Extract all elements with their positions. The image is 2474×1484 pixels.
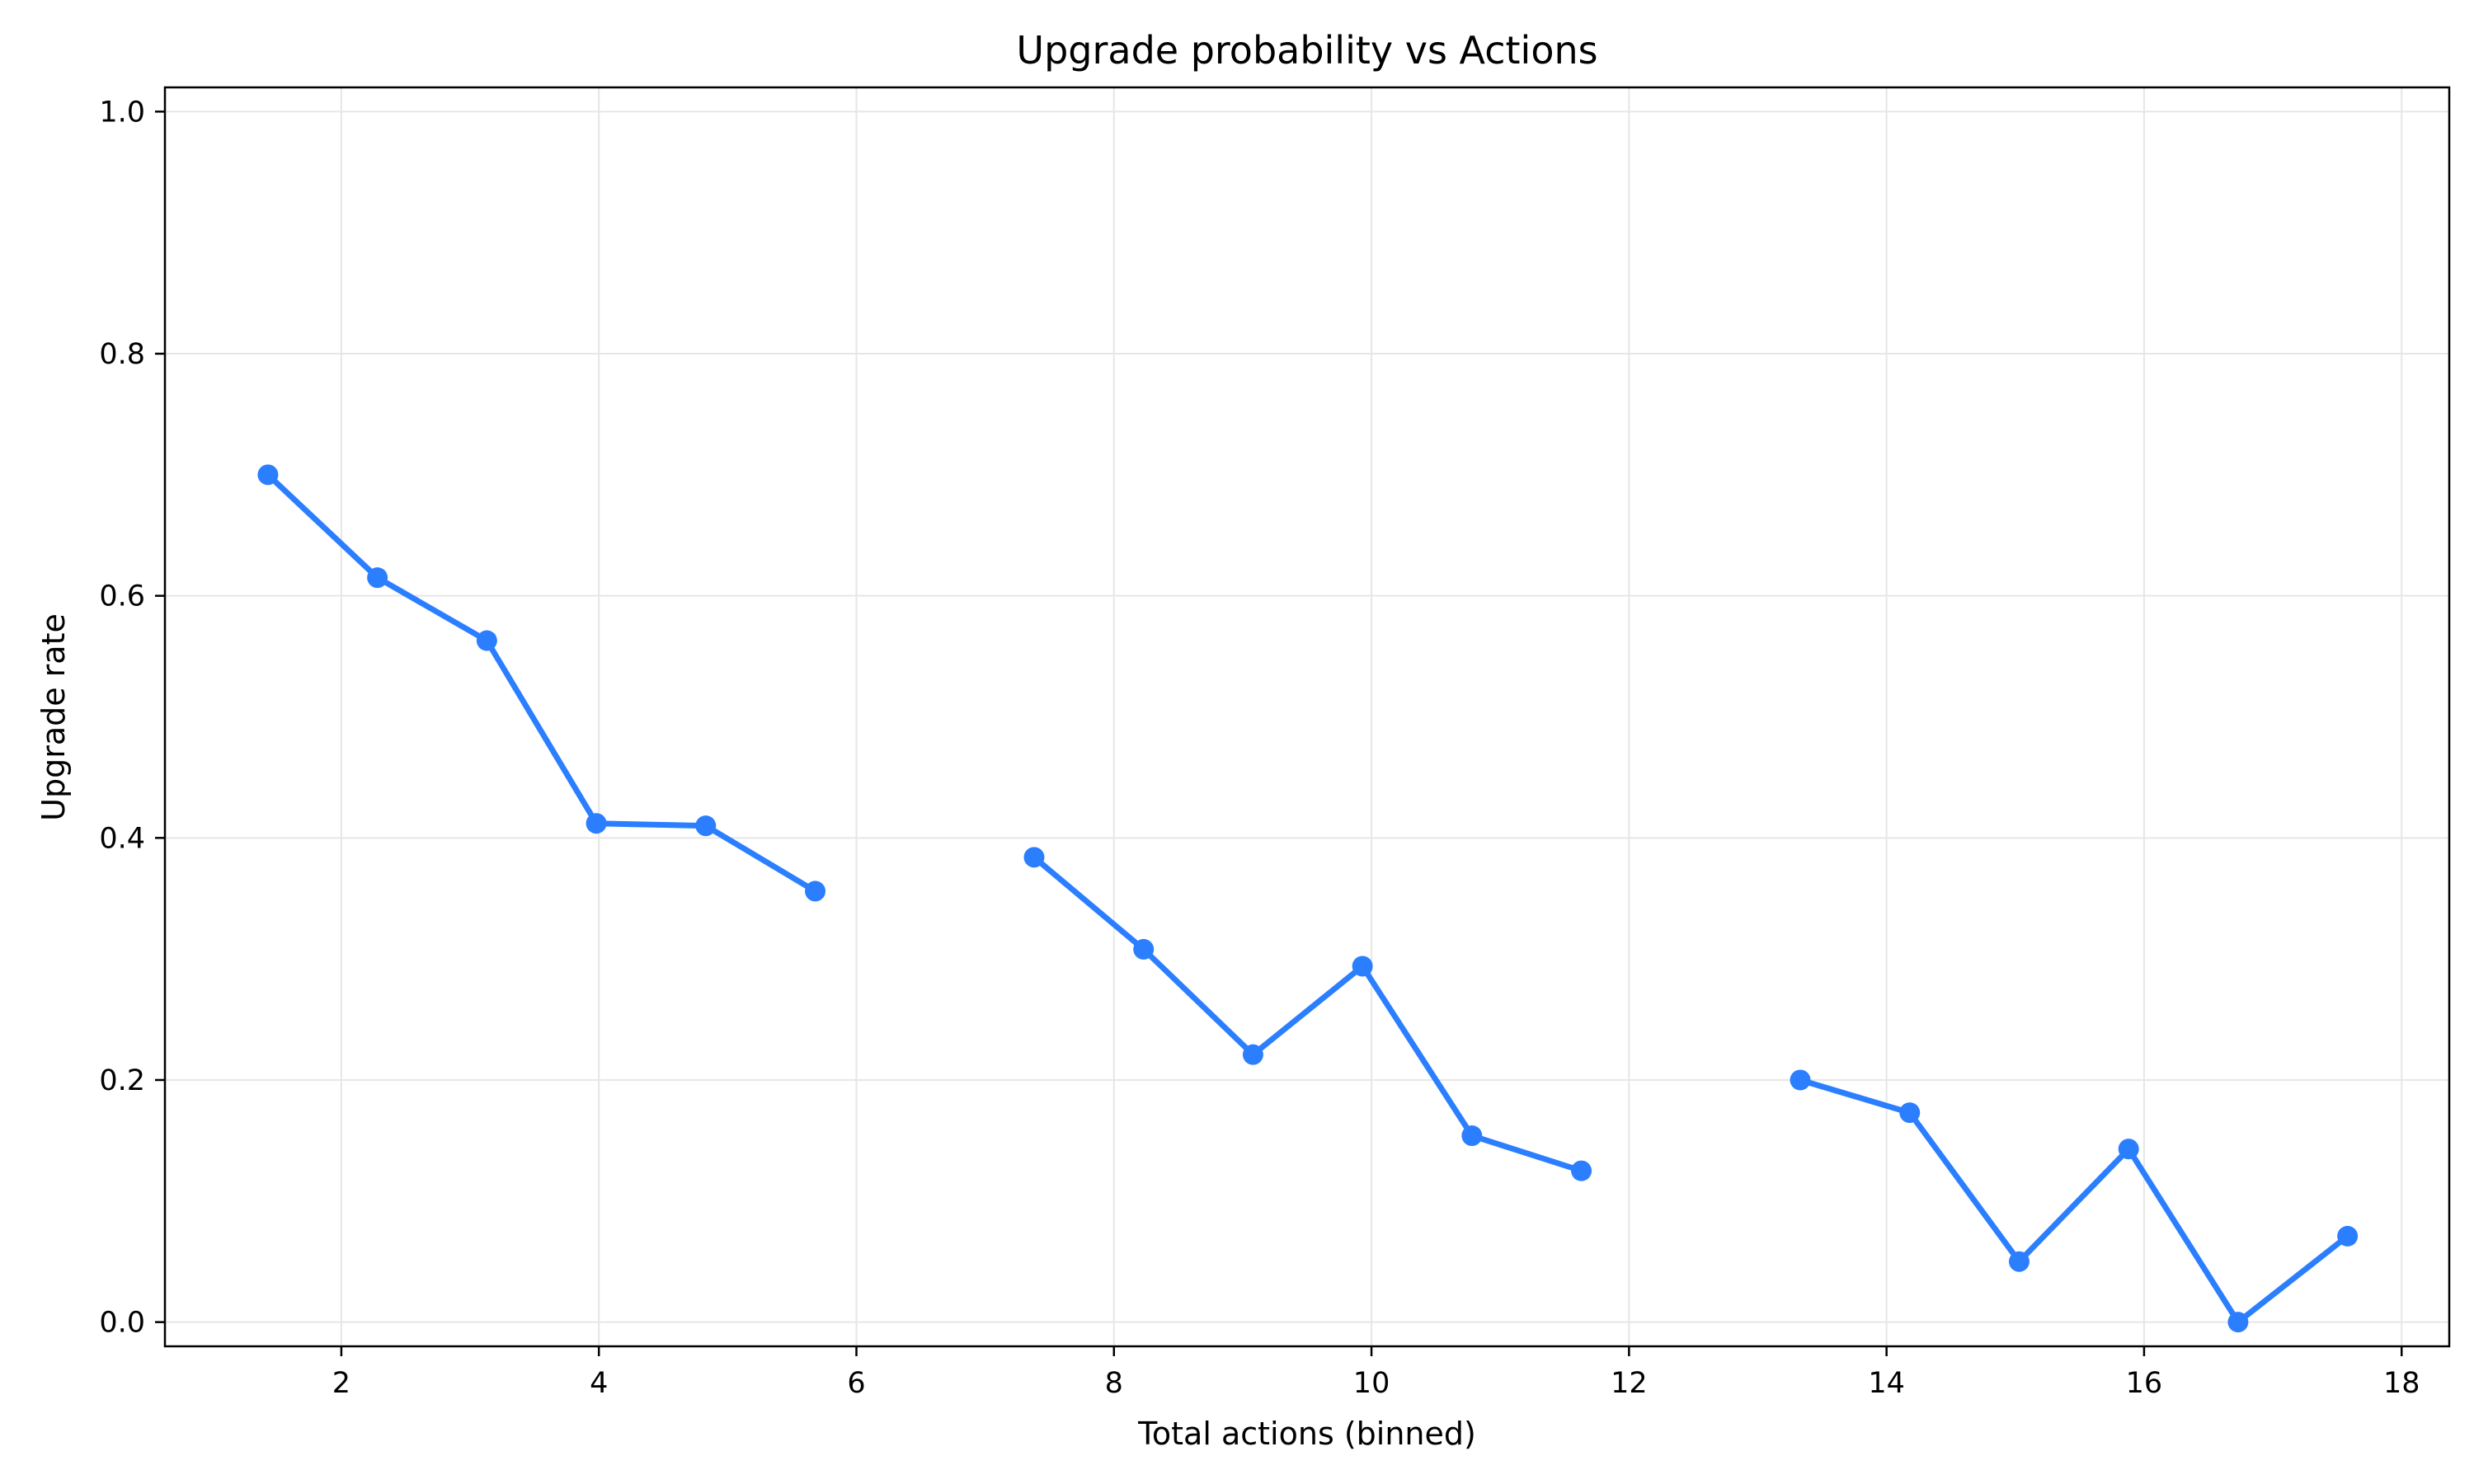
- y-tick-label: 0.0: [99, 1307, 145, 1340]
- plot-area-frame: [163, 86, 2451, 1348]
- x-tick-label: 18: [2383, 1367, 2420, 1400]
- x-tick-label: 6: [847, 1367, 865, 1400]
- y-tick-label: 1.0: [99, 96, 145, 129]
- series-line-segment: [1797, 1077, 2351, 1326]
- data-point: [1899, 1102, 1921, 1124]
- series-line-segment: [265, 472, 819, 895]
- y-tick-label: 0.8: [99, 338, 145, 371]
- data-point: [2337, 1225, 2359, 1247]
- series-line-segment: [1031, 854, 1585, 1174]
- y-axis-label: Upgrade rate: [35, 613, 72, 821]
- x-tick-label: 4: [590, 1367, 608, 1400]
- data-point: [476, 630, 497, 651]
- data-point: [1461, 1125, 1483, 1147]
- data-point: [586, 813, 607, 834]
- x-tick-label: 10: [1353, 1367, 1390, 1400]
- data-point: [1571, 1160, 1592, 1181]
- x-tick-label: 12: [1611, 1367, 1648, 1400]
- data-point: [805, 881, 826, 902]
- x-axis-label: Total actions (binned): [1137, 1416, 1476, 1452]
- x-axis-ticks: 2 4 6 8 10 12 14 16 18: [332, 1346, 2420, 1400]
- data-point: [1023, 847, 1045, 868]
- y-tick-label: 0.4: [99, 822, 145, 855]
- y-tick-label: 0.6: [99, 580, 145, 613]
- x-tick-label: 2: [332, 1367, 350, 1400]
- data-point: [695, 815, 717, 837]
- y-axis-ticks: 0.0 0.2 0.4 0.6 0.8 1.0: [99, 96, 165, 1340]
- data-point: [2227, 1312, 2249, 1333]
- x-tick-label: 14: [1868, 1367, 1905, 1400]
- data-point: [2118, 1139, 2139, 1160]
- x-tick-label: 16: [2126, 1367, 2163, 1400]
- y-tick-label: 0.2: [99, 1064, 145, 1097]
- data-point: [1242, 1044, 1263, 1065]
- data-point: [367, 567, 388, 589]
- data-point: [1790, 1069, 1811, 1091]
- series-group: [257, 464, 2359, 1333]
- data-point: [2008, 1251, 2030, 1272]
- data-point: [1352, 956, 1373, 977]
- data-point: [1133, 938, 1155, 960]
- x-tick-label: 8: [1105, 1367, 1123, 1400]
- data-point: [257, 464, 279, 486]
- chart-title: Upgrade probability vs Actions: [1016, 28, 1597, 73]
- grid: [165, 87, 2449, 1346]
